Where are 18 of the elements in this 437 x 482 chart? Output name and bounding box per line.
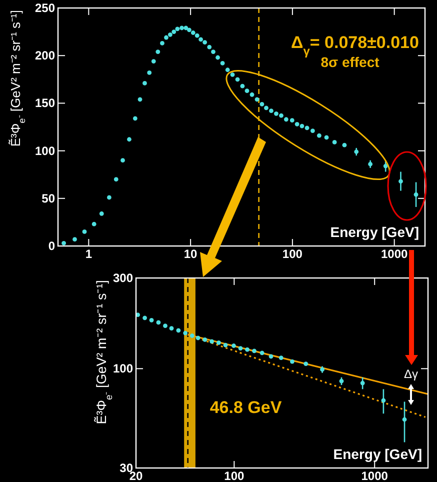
x-axis-title: Energy [GeV] xyxy=(330,224,419,240)
x-tick-label: 100 xyxy=(224,469,244,482)
y-tick-label: 100 xyxy=(112,362,134,376)
x-tick-label: 1000 xyxy=(361,469,388,482)
x-tick-label: 100 xyxy=(282,247,303,261)
y-tick-label: 0 xyxy=(48,239,56,253)
x-tick-label: 10 xyxy=(184,247,198,261)
x-tick-label: 1000 xyxy=(380,247,408,261)
y-tick-label: 300 xyxy=(112,271,134,285)
ref-line-label: 46.8 GeV xyxy=(210,398,282,417)
y-tick-label: 100 xyxy=(34,144,56,158)
annotation: Δγ xyxy=(404,367,418,381)
y-tick-label: 150 xyxy=(34,96,56,110)
y-tick-label: 200 xyxy=(34,48,56,63)
y-tick-label: 50 xyxy=(42,191,56,206)
x-axis-title: Energy [GeV] xyxy=(333,446,422,462)
x-tick-label: 1 xyxy=(85,247,92,261)
y-tick-label: 250 xyxy=(34,1,56,15)
